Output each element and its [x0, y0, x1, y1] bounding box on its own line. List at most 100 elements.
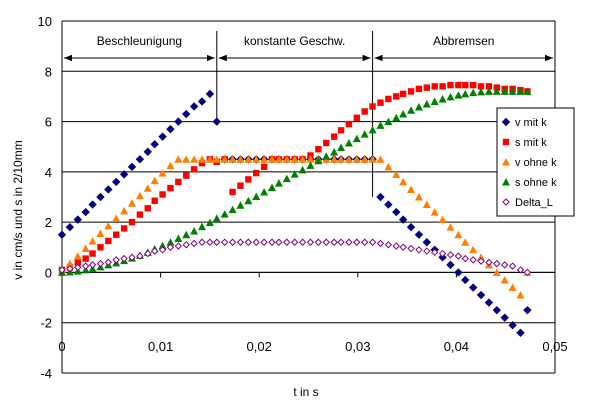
data-point: [290, 238, 299, 246]
data-point: [105, 237, 112, 245]
data-point: [65, 259, 74, 268]
data-point: [392, 207, 401, 217]
data-series: [57, 81, 532, 337]
data-point: [323, 139, 330, 147]
data-point: [454, 91, 463, 99]
data-point: [407, 106, 416, 114]
data-point: [112, 177, 121, 187]
phase-label: konstante Geschw.: [244, 34, 345, 48]
data-point: [198, 238, 206, 246]
y-tick-label: 4: [45, 165, 52, 180]
data-point: [190, 239, 198, 248]
data-point: [274, 155, 283, 163]
data-point: [523, 305, 532, 315]
data-point: [143, 147, 152, 156]
data-point: [189, 102, 199, 111]
data-point: [213, 238, 221, 246]
axes: [61, 20, 556, 374]
x-axis-label: t in s: [293, 385, 318, 399]
data-point: [508, 87, 517, 95]
data-point: [120, 254, 128, 263]
data-point: [376, 239, 385, 248]
data-point: [112, 214, 121, 222]
data-point: [330, 147, 339, 156]
data-point: [368, 238, 377, 246]
data-point: [190, 155, 199, 163]
y-tick-label: 8: [45, 64, 52, 79]
data-point: [275, 238, 283, 246]
data-point: [508, 283, 517, 292]
data-point: [88, 200, 97, 209]
data-point: [73, 215, 82, 224]
data-point: [136, 252, 144, 260]
data-point: [112, 256, 120, 264]
series-v-mit-k: [57, 89, 532, 337]
data-point: [438, 94, 447, 103]
data-point: [167, 185, 174, 192]
data-point: [344, 138, 353, 147]
data-point: [477, 87, 486, 96]
data-point: [337, 238, 345, 246]
x-tick-label: 0: [58, 339, 65, 354]
data-point: [290, 155, 299, 163]
data-point: [477, 253, 486, 261]
data-point: [492, 268, 501, 276]
legend-label: v ohne k: [515, 157, 557, 169]
data-point: [260, 155, 269, 163]
data-point: [439, 83, 446, 90]
data-point: [415, 246, 423, 254]
data-point: [306, 155, 315, 163]
data-point: [212, 117, 222, 126]
data-point: [166, 238, 175, 246]
data-point: [220, 238, 229, 246]
data-point: [268, 183, 277, 191]
legend-marker: [502, 198, 510, 206]
data-point: [306, 161, 315, 169]
legend-label: s mit k: [515, 137, 547, 149]
series-v-ohne-k: [58, 155, 532, 299]
data-point: [438, 249, 447, 258]
data-point: [345, 120, 353, 128]
data-point: [174, 242, 183, 250]
data-point: [407, 88, 415, 95]
data-point: [462, 81, 469, 89]
data-point: [493, 259, 501, 268]
grid-lines: [62, 70, 555, 324]
data-point: [175, 178, 182, 186]
data-point: [283, 238, 291, 246]
data-point: [392, 113, 401, 122]
data-point: [322, 238, 330, 246]
data-point: [150, 247, 159, 255]
data-point: [516, 291, 525, 299]
data-point: [476, 290, 486, 300]
data-point: [182, 241, 190, 249]
y-tick-label: -4: [40, 366, 52, 381]
data-point: [244, 155, 253, 163]
data-point: [182, 109, 191, 119]
data-point: [158, 241, 167, 250]
data-point: [431, 248, 439, 257]
data-point: [438, 253, 447, 262]
data-point: [236, 238, 245, 246]
data-point: [144, 205, 151, 212]
data-point: [282, 174, 291, 183]
data-point: [73, 252, 82, 260]
legend: v mit k s mit k v ohne k s ohne k Delta_L: [496, 107, 575, 217]
data-point: [477, 257, 485, 265]
data-point: [431, 83, 438, 90]
data-point: [197, 97, 207, 106]
data-point: [298, 165, 307, 174]
data-point: [198, 222, 207, 231]
data-point: [298, 238, 307, 246]
data-point: [399, 177, 408, 186]
data-point: [96, 192, 105, 202]
data-point: [120, 225, 128, 232]
data-point: [268, 155, 277, 163]
data-point: [244, 238, 253, 246]
data-point: [469, 256, 477, 264]
data-point: [508, 262, 517, 270]
data-point: [516, 87, 525, 95]
data-point: [253, 169, 260, 177]
data-point: [368, 125, 377, 134]
data-point: [500, 87, 509, 95]
